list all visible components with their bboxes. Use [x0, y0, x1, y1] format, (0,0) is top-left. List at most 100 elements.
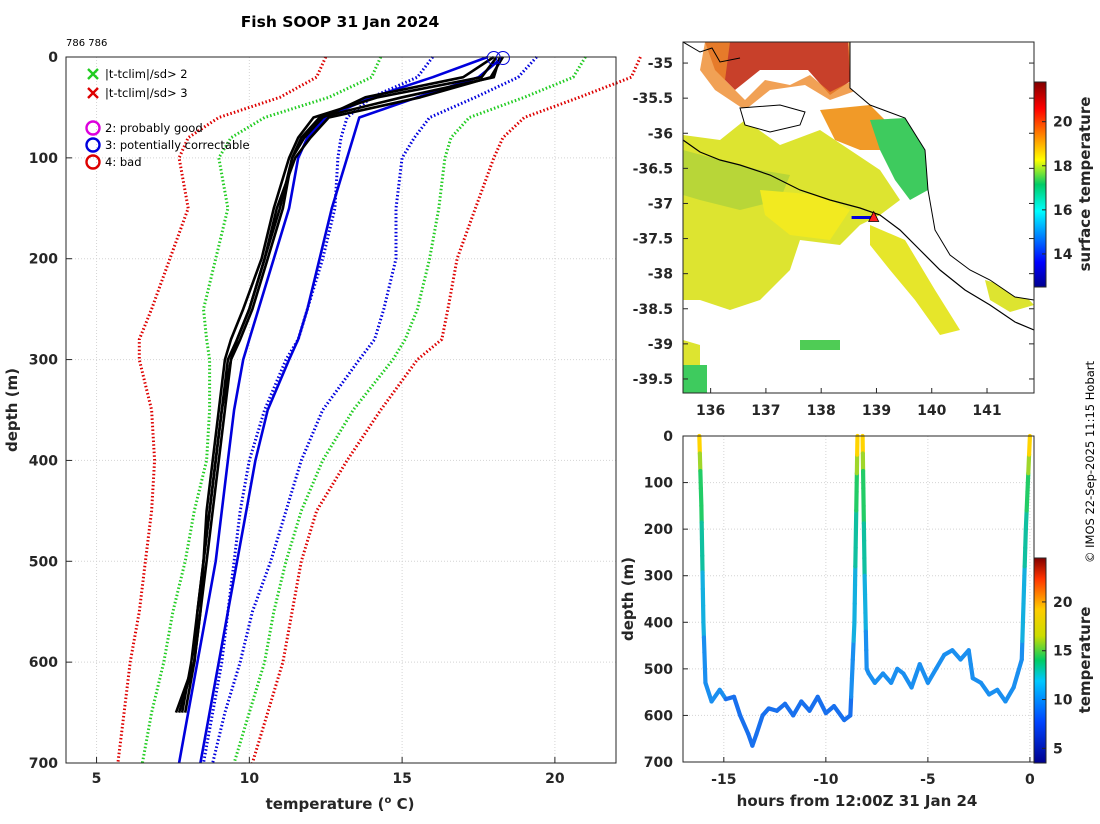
map-y-tick-label: -37.5 — [633, 232, 673, 248]
legend-x-marker — [88, 69, 98, 79]
legend-label: 3: potentially correctable — [105, 138, 250, 152]
left-series-lines — [118, 57, 641, 763]
map-x-tick-label: 141 — [972, 403, 1001, 419]
map-colorbar — [1034, 82, 1046, 287]
depth-time-segment — [1022, 641, 1023, 660]
temperature-colorbar-tick-label: 20 — [1053, 595, 1073, 611]
depth-time-y-tick-label: 200 — [644, 522, 673, 538]
depth-time-segment — [1025, 529, 1026, 548]
temperature-colorbar-label: temperature — [1076, 607, 1094, 714]
left-y-tick-label: 0 — [48, 50, 58, 66]
depth-time-segment — [734, 697, 740, 716]
depth-time-y-tick-label: 0 — [663, 429, 673, 445]
depth-time-x-tick-label: 0 — [1025, 772, 1035, 788]
depth-time-segment — [705, 683, 711, 702]
depth-time-segment — [1028, 455, 1029, 474]
temperature-colorbar-tick-label: 15 — [1053, 644, 1072, 660]
depth-time-y-tick-label: 300 — [644, 569, 673, 585]
left-y-axis-label: depth (m) — [3, 368, 21, 452]
left-x-tick-label: 5 — [92, 771, 102, 787]
depth-time-x-tick-label: -5 — [920, 772, 936, 788]
depth-time-segment — [851, 678, 852, 697]
depth-time-segment — [1018, 660, 1022, 674]
depth-time-segment — [971, 664, 973, 678]
depth-time-segment — [1029, 436, 1030, 455]
left-plot-frame — [66, 57, 616, 763]
legend-circle-marker — [87, 139, 100, 152]
depth-time-segment — [1025, 548, 1026, 567]
depth-time-segment — [793, 701, 801, 715]
map-colorbar-label: surface temperature — [1076, 97, 1094, 272]
depth-time-segment — [852, 660, 853, 679]
depth-time-segment — [1026, 511, 1027, 530]
depth-time-segment — [854, 622, 855, 641]
map-y-tick-label: -35.5 — [633, 91, 673, 107]
depth-time-y-tick-label: 600 — [644, 708, 673, 724]
depth-time-segment — [756, 715, 762, 734]
legend-circle-marker — [87, 122, 100, 135]
profile-id-label: 786 786 — [66, 38, 107, 49]
depth-time-segment — [818, 697, 826, 713]
map-x-tick-label: 139 — [862, 403, 891, 419]
temperature-colorbar — [1034, 558, 1046, 763]
depth-time-segment — [704, 653, 705, 668]
depth-time-segment — [1024, 585, 1025, 604]
map-colorbar-tick-label: 16 — [1053, 203, 1072, 219]
depth-time-segment — [936, 655, 944, 669]
depth-time-segment — [704, 637, 705, 652]
depth-time-segment — [969, 650, 971, 664]
map-colorbar-tick-label: 18 — [1053, 159, 1072, 175]
map-x-tick-label: 138 — [807, 403, 836, 419]
left-y-tick-label: 200 — [29, 252, 58, 268]
depth-time-segment — [1027, 492, 1028, 511]
map-y-tick-label: -38.5 — [633, 302, 673, 318]
depth-time-x-tick-label: -15 — [711, 772, 736, 788]
depth-time-segment — [705, 668, 706, 683]
depth-time-segment — [703, 622, 704, 637]
map-y-tick-label: -36.5 — [633, 161, 673, 177]
depth-time-segment — [1023, 604, 1024, 623]
depth-time-x-axis-label: hours from 12:00Z 31 Jan 24 — [737, 792, 978, 810]
depth-time-y-tick-label: 400 — [644, 615, 673, 631]
map-x-tick-label: 136 — [696, 403, 725, 419]
legend-label: 4: bad — [105, 155, 142, 169]
map-y-tick-label: -35 — [648, 56, 673, 72]
depth-time-segment — [928, 669, 936, 683]
map-y-tick-label: -36 — [648, 126, 673, 142]
map-x-tick-label: 140 — [917, 403, 946, 419]
left-x-tick-label: 10 — [240, 771, 260, 787]
depth-time-y-tick-label: 100 — [644, 476, 673, 492]
depth-time-segment — [1027, 473, 1028, 492]
map-y-tick-label: -38 — [648, 267, 673, 283]
depth-time-segment — [740, 715, 748, 734]
map-green-mid — [800, 340, 840, 350]
depth-time-segment — [1022, 622, 1023, 641]
depth-time-segment — [891, 669, 897, 683]
depth-time-segment — [700, 453, 701, 470]
left-x-tick-label: 20 — [545, 771, 565, 787]
map-colorbar-tick-label: 20 — [1053, 115, 1073, 131]
map-y-tick-label: -39 — [648, 337, 673, 353]
map-colorbar-tick-label: 14 — [1053, 247, 1073, 263]
depth-time-segment — [1005, 687, 1013, 701]
chart-title: Fish SOOP 31 Jan 2024 — [241, 13, 440, 31]
map-y-tick-label: -39.5 — [633, 372, 673, 388]
legend: |t-tclim|/sd> 2|t-tclim|/sd> 32: probabl… — [87, 67, 250, 169]
depth-time-segment — [1014, 674, 1018, 688]
depth-time-segment — [700, 471, 701, 488]
depth-time-segment — [850, 697, 851, 716]
map-y-tick-label: -37 — [648, 196, 673, 212]
legend-label: |t-tclim|/sd> 3 — [105, 86, 188, 100]
legend-label: |t-tclim|/sd> 2 — [105, 67, 188, 81]
climatology-line — [204, 57, 433, 763]
depth-time-segment — [699, 436, 700, 453]
temperature-colorbar-tick-label: 10 — [1053, 693, 1073, 709]
climatology-line — [252, 57, 640, 763]
map-colorbar-ticks: 14 16 18 20 — [1042, 115, 1073, 263]
depth-time-x-tick-label: -10 — [813, 772, 839, 788]
copyright-note: © IMOS 22-Sep-2025 11:15 Hobart — [1083, 360, 1097, 563]
depth-time-segment — [701, 488, 702, 505]
